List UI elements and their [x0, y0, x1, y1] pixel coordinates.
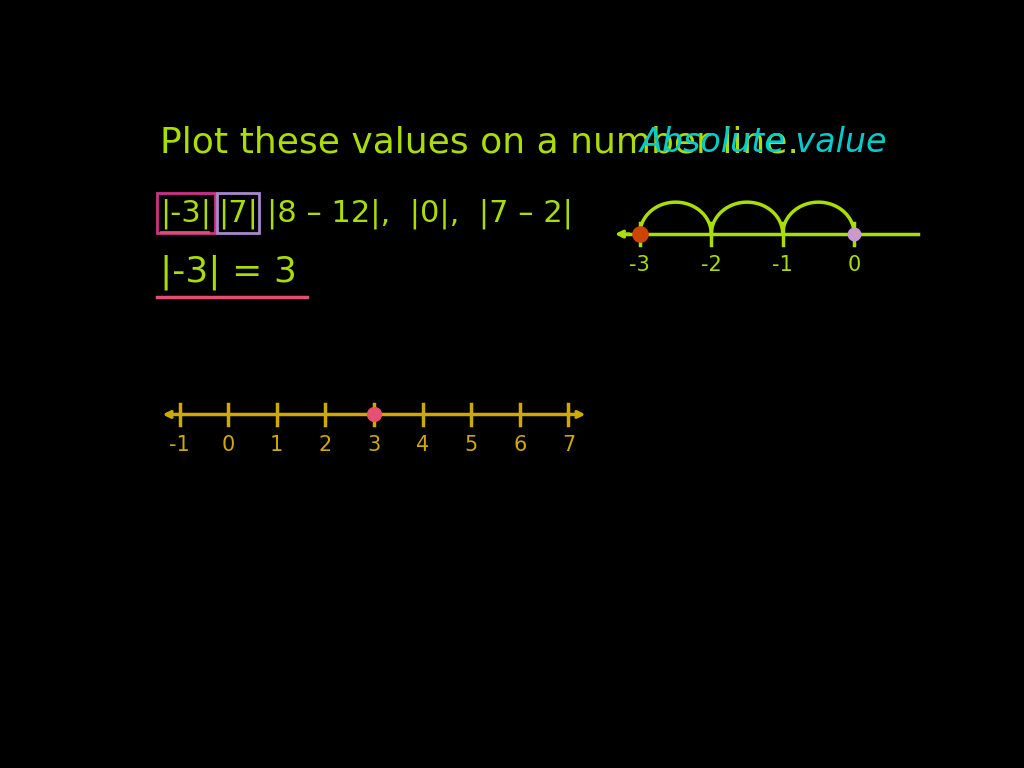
Text: 0: 0 — [848, 255, 861, 275]
Text: -3: -3 — [630, 255, 650, 275]
Text: 7: 7 — [562, 435, 575, 455]
Text: Plot these values on a number line.: Plot these values on a number line. — [160, 125, 799, 160]
Text: |7|: |7| — [218, 198, 258, 229]
Text: Absolute value: Absolute value — [640, 126, 888, 159]
Text: 1: 1 — [270, 435, 284, 455]
Text: |-3|: |-3| — [161, 198, 211, 229]
Text: |-3| = 3: |-3| = 3 — [160, 255, 297, 290]
Bar — [217, 194, 259, 233]
Text: 6: 6 — [513, 435, 526, 455]
Text: -1: -1 — [169, 435, 190, 455]
Text: |8 – 12|,  |0|,  |7 – 2|: |8 – 12|, |0|, |7 – 2| — [267, 198, 572, 229]
Text: 2: 2 — [318, 435, 332, 455]
Text: 4: 4 — [416, 435, 429, 455]
Text: 0: 0 — [221, 435, 234, 455]
Text: 3: 3 — [368, 435, 381, 455]
Text: 5: 5 — [465, 435, 478, 455]
Text: -2: -2 — [700, 255, 722, 275]
Text: -1: -1 — [772, 255, 794, 275]
Bar — [158, 194, 214, 233]
